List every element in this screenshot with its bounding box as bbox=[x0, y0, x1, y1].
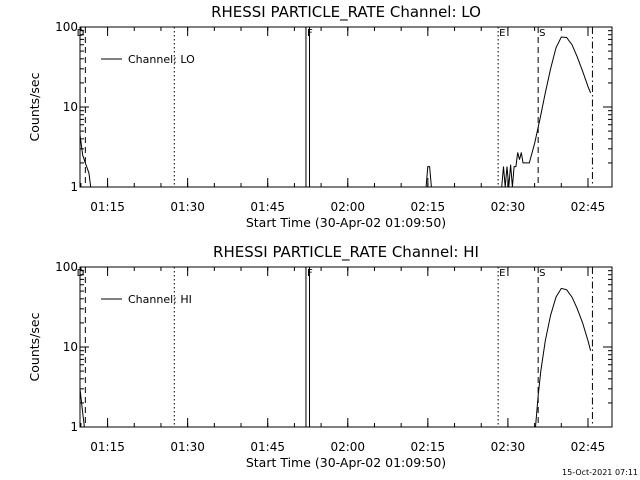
plot-frame bbox=[79, 266, 613, 428]
event-marker-label: D bbox=[77, 268, 85, 279]
event-marker-label: D bbox=[77, 28, 85, 39]
x-tick-label: 02:30 bbox=[491, 440, 526, 454]
y-tick-label: 10 bbox=[63, 100, 78, 114]
y-axis-label: Counts/sec bbox=[27, 312, 42, 381]
event-marker-label: E bbox=[499, 28, 505, 39]
y-tick-label: 10 bbox=[63, 340, 78, 354]
chart-title: RHESSI PARTICLE_RATE Channel: LO bbox=[211, 3, 481, 22]
plot-frame bbox=[79, 26, 613, 188]
chart-panel-0 bbox=[79, 26, 613, 188]
event-marker-label: S bbox=[539, 28, 545, 39]
x-tick-label: 02:30 bbox=[491, 200, 526, 214]
y-tick-label: 100 bbox=[55, 20, 78, 34]
y-tick-label: 100 bbox=[55, 260, 78, 274]
x-tick-label: 01:30 bbox=[170, 200, 205, 214]
chart-panel-1 bbox=[79, 266, 613, 428]
x-tick-label: 01:45 bbox=[250, 200, 285, 214]
event-marker-label: E bbox=[499, 268, 505, 279]
series-line bbox=[79, 36, 592, 188]
event-marker-label: S bbox=[539, 268, 545, 279]
x-tick-label: 01:15 bbox=[90, 440, 125, 454]
x-tick-label: 02:00 bbox=[330, 200, 365, 214]
date-stamp: 15-Oct-2021 07:11 bbox=[562, 468, 638, 477]
x-tick-label: 02:15 bbox=[411, 200, 446, 214]
legend-label: Channel: LO bbox=[128, 53, 195, 66]
x-tick-label: 02:15 bbox=[411, 440, 446, 454]
event-marker-label: F bbox=[307, 268, 313, 279]
x-tick-label: 02:45 bbox=[571, 440, 606, 454]
series-line bbox=[79, 287, 592, 428]
chart-title: RHESSI PARTICLE_RATE Channel: HI bbox=[213, 243, 479, 262]
y-axis-label: Counts/sec bbox=[27, 72, 42, 141]
x-tick-label: 02:45 bbox=[571, 200, 606, 214]
y-tick-label: 1 bbox=[70, 180, 78, 194]
x-tick-label: 01:45 bbox=[250, 440, 285, 454]
x-tick-label: 01:30 bbox=[170, 440, 205, 454]
x-axis-label: Start Time (30-Apr-02 01:09:50) bbox=[246, 215, 446, 230]
x-tick-label: 01:15 bbox=[90, 200, 125, 214]
y-tick-label: 1 bbox=[70, 420, 78, 434]
event-marker-label: F bbox=[307, 28, 313, 39]
x-tick-label: 02:00 bbox=[330, 440, 365, 454]
x-axis-label: Start Time (30-Apr-02 01:09:50) bbox=[246, 455, 446, 470]
legend-label: Channel: HI bbox=[128, 293, 192, 306]
